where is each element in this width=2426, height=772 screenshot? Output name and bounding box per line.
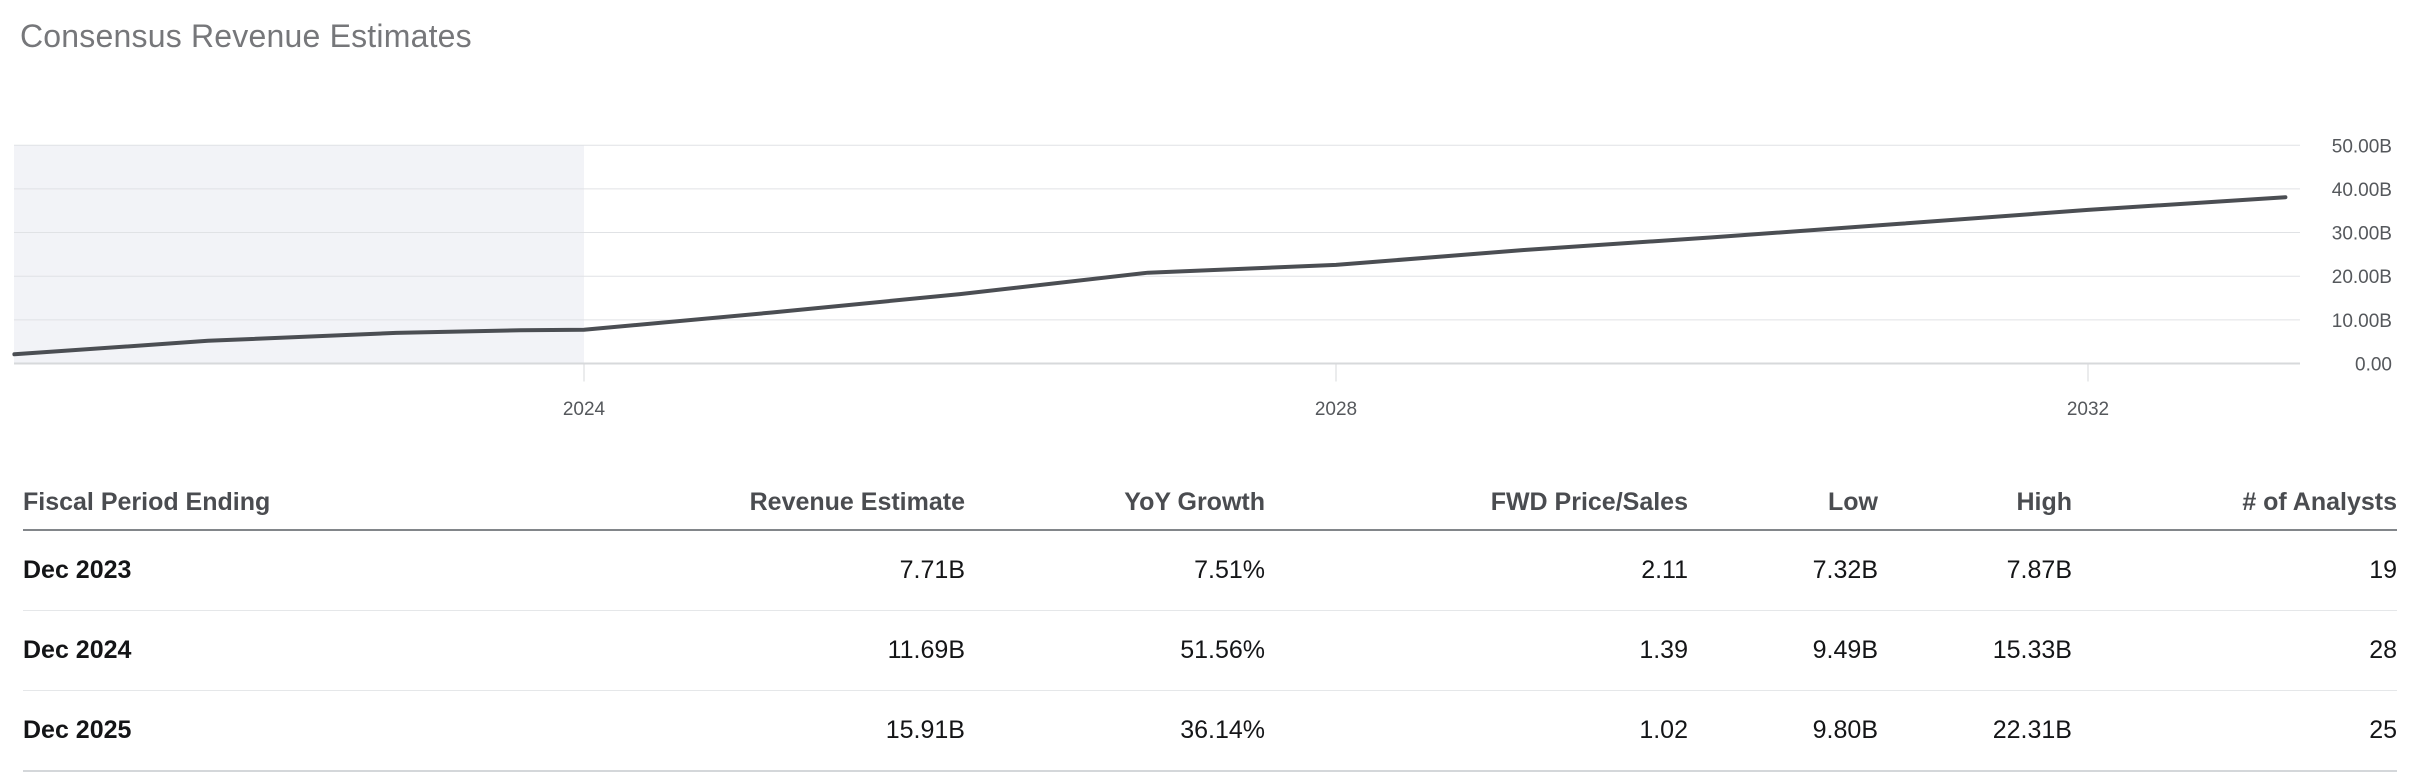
table-row: Dec 2025 15.91B 36.14% 1.02 9.80B 22.31B 25 [23,690,2397,772]
estimates-table-header: Fiscal Period Ending Revenue Estimate YoY … [23,448,2397,531]
cell-analysts: 25 [2072,690,2397,772]
cell-high: 15.33B [1878,610,2072,691]
table-row: Dec 2023 7.71B 7.51% 2.11 7.32B 7.87B 19 [23,530,2397,611]
column-header-analysts: # of Analysts [2072,448,2397,531]
y-axis-label: 10.00B [2332,311,2392,332]
cell-fwd_ps: 2.11 [1265,530,1688,611]
cell-fwd_ps: 1.02 [1265,690,1688,772]
column-header-period: Fiscal Period Ending [23,448,523,531]
y-axis-label: 40.00B [2332,180,2392,201]
cell-yoy: 7.51% [965,530,1265,611]
revenue-estimates-chart: 50.00B 40.00B 30.00B 20.00B 10.00B 0.00 2024 20… [12,136,2392,420]
y-axis-label: 50.00B [2332,136,2392,157]
page-title: Consensus Revenue Estimates [20,18,472,54]
estimates-table: Fiscal Period Ending Revenue Estimate YoY … [23,448,2397,772]
cell-period: Dec 2024 [23,610,523,691]
cell-fwd_ps: 1.39 [1265,610,1688,691]
y-axis-label: 0.00 [2355,355,2392,376]
column-header-high: High [1878,448,2072,531]
historical-period-region [14,145,584,364]
cell-low: 7.32B [1688,530,1878,611]
cell-period: Dec 2023 [23,530,523,611]
column-header-low: Low [1688,448,1878,531]
x-axis-label: 2024 [563,399,606,420]
y-axis-label: 20.00B [2332,267,2392,288]
column-header-yoy: YoY Growth [965,448,1265,531]
x-axis-label: 2032 [2067,399,2109,420]
revenue-estimate-line [12,195,2288,357]
y-axis-label: 30.00B [2332,224,2392,245]
x-axis-label: 2028 [1315,399,1357,420]
cell-revenue: 11.69B [523,610,965,691]
column-header-revenue: Revenue Estimate [523,448,965,531]
cell-analysts: 28 [2072,610,2397,691]
cell-high: 7.87B [1878,530,2072,611]
cell-yoy: 36.14% [965,690,1265,772]
cell-revenue: 7.71B [523,530,965,611]
cell-low: 9.80B [1688,690,1878,772]
cell-analysts: 19 [2072,530,2397,611]
cell-low: 9.49B [1688,610,1878,691]
column-header-fwd_ps: FWD Price/Sales [1265,448,1688,531]
cell-yoy: 51.56% [965,610,1265,691]
cell-period: Dec 2025 [23,690,523,772]
cell-revenue: 15.91B [523,690,965,772]
table-row: Dec 2024 11.69B 51.56% 1.39 9.49B 15.33B 28 [23,610,2397,691]
cell-high: 22.31B [1878,690,2072,772]
